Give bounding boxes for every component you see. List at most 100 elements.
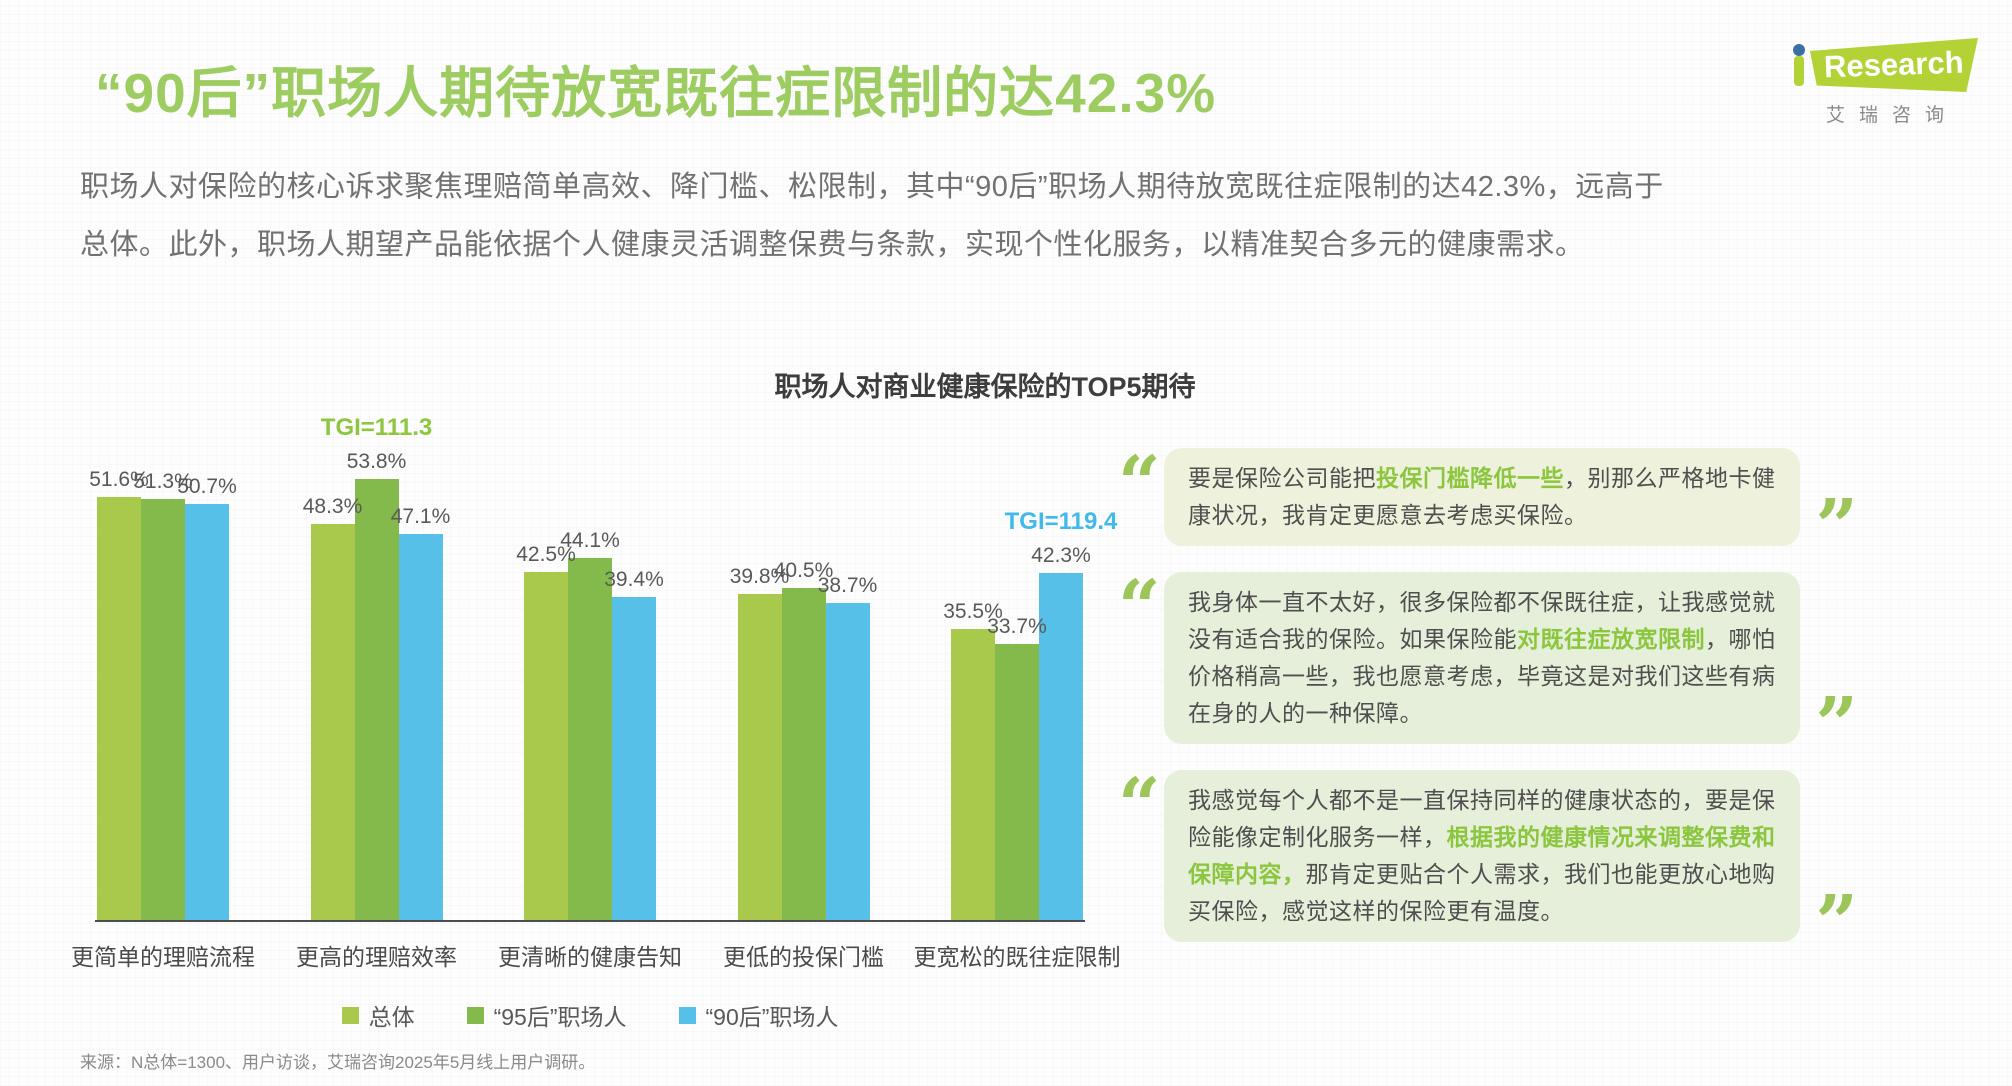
iresearch-logo-mark: Research [1792,38,1978,92]
bar-group: 39.8% 40.5% 38.7% [730,559,878,920]
bar-value-label: 50.7% [177,475,237,499]
bar [737,594,782,920]
bar-value-text: 39.8% [729,565,790,588]
bar-value-text: 35.5% [943,600,1003,623]
quote-text: ，别那么严格地卡健康状况，我肯定更愿意去考虑买保险。 [1188,465,1776,528]
bar-value-label: 42.5% [516,543,576,567]
bar-value-text: 50.7% [177,475,237,498]
category-label-text: 更清晰的健康告知 [498,944,682,970]
bar-chart: 51.6% 51.3% 50.7% 48.3% TGI=111.3 53.8% 47.1% 4… [71,414,1121,1032]
bar [185,504,229,920]
legend-swatch [341,1006,359,1024]
legend-item: “90后”职场人 [678,998,839,1032]
bar [97,497,141,920]
bar-column: 48.3% [303,495,363,920]
intro-paragraph: 职场人对保险的核心诉求聚焦理赔简单高效、降门槛、松限制，其中“90后”职场人期待… [80,158,1950,274]
bar-value-label: 39.4% [604,568,664,592]
category-label: 更清晰的健康告知 [498,938,682,972]
bar [310,524,355,920]
open-quote-icon: “ [1118,565,1161,651]
bar [995,644,1039,920]
open-quote-icon: “ [1118,441,1161,527]
bar-value-text: 47.1% [390,505,451,528]
bar-value-text: 42.5% [516,543,576,566]
bar-value-label: 48.3% [303,495,363,519]
quote-row: “要是保险公司能把投保门槛降低一些，别那么严格地卡健康状况，我肯定更愿意去考虑买… [1118,441,1878,570]
bar-column: 51.6% [89,468,149,920]
bar [612,597,656,920]
category-label: 更低的投保门槛 [723,938,884,972]
bar-value-text: 51.3% [133,470,193,493]
quote-text: 那肯定更贴合个人需求，我们也能更放心地购买保险，感觉这样的保险更有温度。 [1188,861,1776,924]
close-quote-icon: ” [1815,682,1858,768]
bar-column: 35.5% [943,600,1003,920]
bar [141,499,185,920]
bar-value-label: 44.1% [560,529,620,553]
bar-group: 51.6% 51.3% 50.7% [89,468,237,920]
bar-column: TGI=119.4 42.3% [1005,508,1117,920]
chart-legend: 总体 “95后”职场人 “90后”职场人 [95,998,1085,1032]
intro-line-1: 职场人对保险的核心诉求聚焦理赔简单高效、降门槛、松限制，其中“90后”职场人期待… [80,171,1664,203]
quote-row: “我感觉每个人都不是一直保持同样的健康状态的，要是保险能像定制化服务一样，根据我… [1118,769,1878,966]
bar-column: 51.3% [133,470,193,920]
tgi-annotation: TGI=119.4 [1004,508,1118,535]
quote-box: 我身体一直不太好，很多保险都不保既往症，让我感觉就没有适合我的保险。如果保险能对… [1164,572,1800,744]
close-quote-icon: ” [1815,880,1858,966]
bar-value-label: 53.8% [347,450,407,474]
bar-value-label: 35.5% [943,600,1003,624]
legend-item: 总体 [341,998,415,1032]
category-label: 更高的理赔效率 [296,938,457,972]
bar-column: 47.1% [391,505,451,920]
bar-column: 39.8% [730,565,790,920]
bar [354,479,399,920]
bar-column: TGI=111.3 53.8% [321,414,432,920]
logo-subtitle: 艾瑞咨询 [1825,105,1958,126]
bar-value-label: 39.8% [730,565,790,589]
bar-value-text: 44.1% [560,529,620,552]
category-label-text: 更高的理赔效率 [296,944,457,970]
quote-box: 我感觉每个人都不是一直保持同样的健康状态的，要是保险能像定制化服务一样，根据我的… [1164,770,1800,942]
bar-column: 39.4% [604,568,664,920]
bar-group: 48.3% TGI=111.3 53.8% 47.1% [303,414,451,920]
quote-text: 我感觉每个人都不是一直保持同样的健康状态的，要是保险能像定制化服务一样， [1188,787,1776,850]
bar-column: 38.7% [818,574,878,920]
quote-text: ，哪怕价格稍高一些，我也愿意考虑，毕竟这是对我们这些有病在身的人的一种保障。 [1188,626,1776,726]
page-title: “90后”职场人期待放宽既往症限制的达42.3% [95,62,1217,124]
close-quote-icon: ” [1815,484,1858,570]
bar [825,603,870,920]
bar-group: 35.5% 33.7% TGI=119.4 42.3% [943,508,1117,920]
bar-value-label: 47.1% [391,505,451,529]
category-axis: 更简单的理赔流程 更高的理赔效率 更清晰的健康告知 更低的投保门槛 更宽松的既往症限制 [71,938,1121,972]
legend-swatch [466,1006,484,1024]
legend-item: “95后”职场人 [466,998,627,1032]
bar-column: 33.7% [987,615,1047,920]
bar [1039,573,1083,920]
iresearch-logo: Research 艾瑞咨询 [1790,38,1980,127]
legend-swatch [678,1006,696,1024]
tgi-annotation: TGI=111.3 [320,414,433,441]
logo-i-dot [1793,44,1805,56]
legend-label: “90后”职场人 [705,1004,839,1030]
bar-column: 44.1% [560,529,620,920]
quote-row: “我身体一直不太好，很多保险都不保既往症，让我感觉就没有适合我的保险。如果保险能… [1118,565,1878,768]
legend-label: 总体 [368,1004,415,1030]
bar [568,558,612,920]
bar-value-label: 33.7% [987,615,1047,639]
category-label-text: 更宽松的既往症限制 [913,944,1121,970]
bar-value-text: 39.4% [604,568,664,591]
category-label: 更宽松的既往症限制 [914,938,1121,972]
bar-value-label: 38.7% [818,574,878,598]
logo-parallelogram: Research [1810,38,1978,92]
bar-value-text: 42.3% [1031,544,1091,567]
bar-value-text: 51.6% [89,468,149,491]
category-label-text: 更低的投保门槛 [723,944,884,970]
bar-value-text: 33.7% [987,615,1047,638]
logo-i-stem [1794,56,1804,86]
intro-line-2: 总体。此外，职场人期望产品能依据个人健康灵活调整保费与条款，实现个性化服务，以精… [80,229,1585,261]
bar-column: 40.5% [774,559,833,920]
bar [524,572,568,920]
bar-value-label: 51.6% [89,468,149,492]
bar [398,534,443,920]
bar-value-text: 40.5% [773,559,834,582]
x-axis-line [95,920,1085,922]
